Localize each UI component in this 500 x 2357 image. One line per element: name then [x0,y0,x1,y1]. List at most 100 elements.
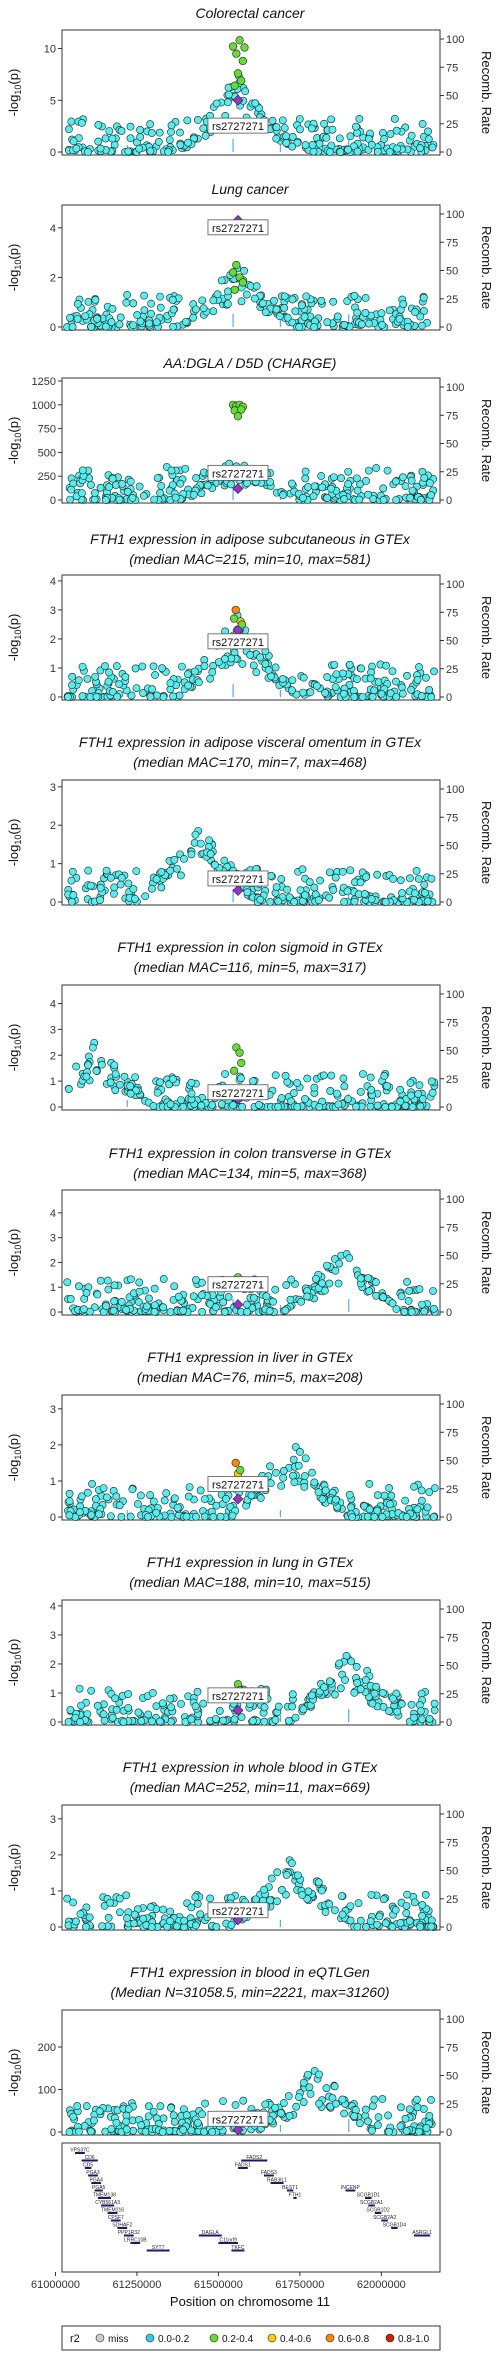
snp-point [132,867,141,876]
snp-point [208,1100,216,1109]
panel-11: FTH1 expression in blood in eQTLGen (Medi… [6,1964,494,2139]
snp-point [75,1508,84,1517]
snp-point [407,476,416,485]
snp-point [240,266,249,275]
panel-9: FTH1 expression in lung in GTEx (median M… [6,1554,494,1729]
snp-point [223,300,232,308]
snp-point [365,1287,373,1295]
snp-point [75,1684,84,1693]
snp-point [405,2105,414,2114]
gene-label: CPSF7 [108,2215,124,2221]
snp-points [65,400,438,504]
snp-point [362,873,371,881]
snp-point [379,1293,388,1302]
snp-point [67,117,76,126]
snp-point [219,2097,227,2106]
snp-point [268,116,277,125]
snp-point [64,1085,73,1093]
snp-point [316,876,324,885]
snp-point [203,481,212,490]
snp-point [331,683,340,691]
snp-point [311,1274,320,1283]
snp-point [146,1903,155,1911]
recomb-tick-label: 0 [446,1717,452,1729]
snp-point [159,1303,168,1312]
snp-point [366,1102,375,1111]
snp-point [415,1081,424,1090]
legend-swatch [209,2333,219,2343]
snp-point [86,481,95,489]
snp-point [193,1899,202,1908]
snp-point [427,2095,435,2104]
snp-point [124,1690,133,1698]
snp-point [317,472,326,480]
snp-point [124,1703,133,1712]
snp-point [111,1086,120,1095]
snp-point [128,494,137,502]
recomb-tick-label: 0 [446,147,452,159]
snp-point [102,866,111,875]
plot-frame [61,377,441,504]
snp-points [64,1038,439,1111]
snp-point [279,491,287,500]
snp-point [266,897,275,906]
snp-point [352,1102,360,1111]
snp-point [290,898,299,906]
snp-point [300,1482,309,1491]
snp-point [78,662,87,671]
snp-point [185,1483,194,1491]
snp-point [353,1678,362,1687]
snp-point [115,320,124,329]
panel-subtitle: (Median N=31058.5, min=2221, max=31260) [110,1984,389,2000]
y-axis-label: -log10(p) [6,69,23,117]
snp-point [378,320,386,329]
y-axis-label: -log10(p) [6,819,23,867]
snp-point [243,888,252,897]
snp-point [153,1088,162,1097]
snp-point [171,493,180,502]
snp-point [126,477,135,486]
snp-point [93,1701,102,1710]
panel-10: FTH1 expression in whole blood in GTEx (m… [6,1759,494,1934]
snp-point [129,2126,138,2135]
snp-point [428,143,437,152]
ld-snp-point [238,56,247,66]
snp-point [87,1510,96,1519]
snp-point [187,1903,196,1912]
y-tick-label: 500 [38,447,56,459]
snp-point [271,1071,280,1080]
snp-point [327,115,336,124]
lead-snp-label: rs2727271 [212,874,264,886]
lead-snp-label-box [207,117,269,134]
snp-point [413,2103,422,2112]
snp-point [407,685,415,694]
snp-point [422,2124,431,2132]
snp-point [205,836,214,845]
panel-6: FTH1 expression in colon sigmoid in GTEx… [6,939,494,1114]
panel-8: FTH1 expression in liver in GTEx (median … [6,1349,494,1524]
snp-point [192,305,200,314]
lead-snp-label: rs2727271 [212,637,264,649]
snp-point [418,1300,426,1309]
panel-title: FTH1 expression in whole blood in GTEx [123,1759,378,1775]
snp-point [396,2122,405,2131]
snp-point [152,318,161,327]
snp-point [315,1103,324,1111]
snp-point [108,1713,117,1722]
snp-point [330,473,338,482]
ld-snp-point [232,49,241,58]
snp-point [136,126,145,134]
snp-point [327,1071,336,1080]
snp-point [322,1261,331,1270]
snp-point [150,1284,159,1293]
recomb-tick-label: 50 [446,1251,458,1263]
snp-point [148,884,156,893]
snp-point [350,2112,359,2121]
snp-point [402,1513,411,1521]
snp-point [102,1493,111,1502]
snp-point [328,125,337,134]
snp-point [312,681,321,690]
panel-2: Lung cancer 0 2 4 -log10(p) 0 25 50 75 100 Recomb.… [6,181,494,334]
snp-point [96,483,105,492]
snp-point [139,1914,148,1923]
